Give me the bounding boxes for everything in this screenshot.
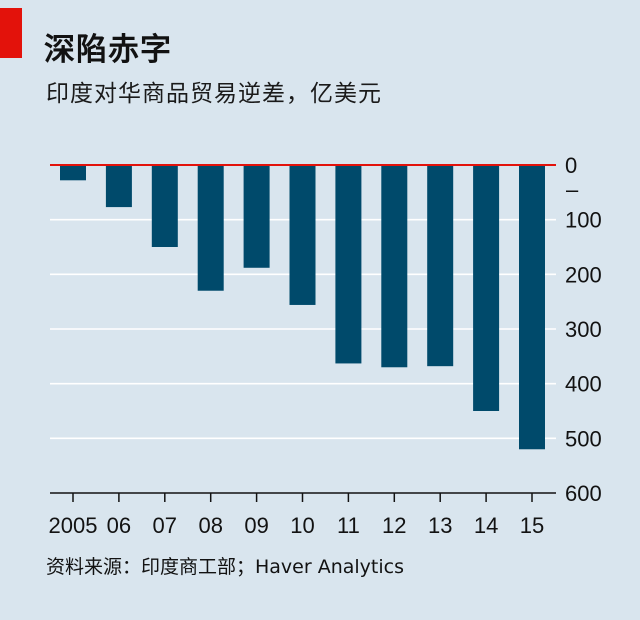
bars <box>60 165 545 450</box>
tick-labels: 0 100 200 300 400 500 600 – 2005 06 07 08 09 10 11 12 13… <box>49 153 602 538</box>
bar-07 <box>151 165 178 247</box>
y-tick-label-100: 100 <box>565 208 602 233</box>
x-tick-label-14: 14 <box>474 513 498 538</box>
x-tick-label-13: 13 <box>428 513 452 538</box>
bar-10 <box>289 165 316 305</box>
x-tick-label-07: 07 <box>153 513 177 538</box>
chart-title: 深陷赤字 <box>44 32 172 68</box>
bar-13 <box>427 165 454 367</box>
y-tick-label-300: 300 <box>565 317 602 342</box>
bar-11 <box>335 165 362 364</box>
gridlines <box>50 218 556 440</box>
x-tick-label-15: 15 <box>520 513 544 538</box>
x-tick-label-10: 10 <box>290 513 314 538</box>
accent-tab <box>0 8 22 58</box>
y-tick-label-200: 200 <box>565 262 602 287</box>
bar-08 <box>197 165 224 291</box>
y-tick-label-0: 0 <box>565 153 577 178</box>
x-tick-label-08: 08 <box>198 513 222 538</box>
bar-14 <box>473 165 500 411</box>
bar-12 <box>381 165 408 368</box>
x-tick-label-12: 12 <box>382 513 406 538</box>
y-tick-label-600: 600 <box>565 481 602 506</box>
bar-2005 <box>60 165 86 181</box>
source-note: 资料来源：印度商工部；Haver Analytics <box>46 556 404 578</box>
bar-09 <box>243 165 270 268</box>
x-tick-label-11: 11 <box>337 513 360 538</box>
x-tick-label-06: 06 <box>107 513 131 538</box>
y-tick-label-400: 400 <box>565 372 602 397</box>
bar-06 <box>105 165 132 208</box>
axes <box>50 164 556 502</box>
bar-15 <box>519 165 545 450</box>
x-tick-label-2005: 2005 <box>49 513 98 538</box>
chart-subtitle: 印度对华商品贸易逆差，亿美元 <box>46 81 382 107</box>
y-tick-label-500: 500 <box>565 426 602 451</box>
x-tick-label-09: 09 <box>244 513 268 538</box>
minus-marker: – <box>566 177 579 202</box>
